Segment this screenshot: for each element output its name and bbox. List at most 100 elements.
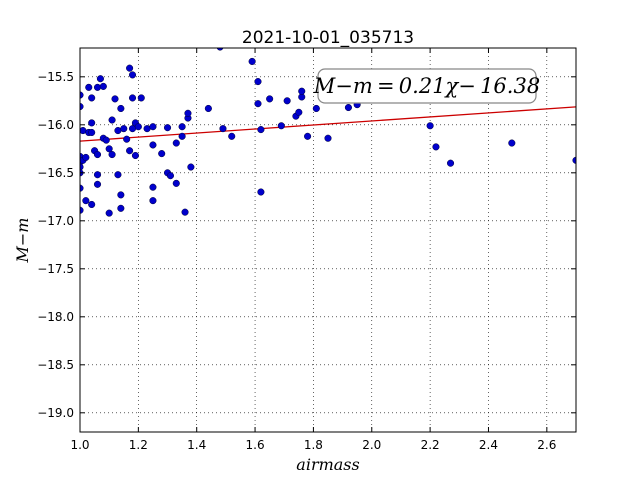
plot-area bbox=[80, 48, 576, 432]
data-point bbox=[80, 206, 84, 214]
data-point bbox=[80, 103, 84, 111]
y-tick-label: −15.5 bbox=[37, 70, 74, 84]
data-point bbox=[80, 163, 84, 171]
data-point bbox=[149, 197, 157, 205]
data-point bbox=[88, 119, 96, 127]
data-point bbox=[120, 125, 128, 133]
data-point bbox=[131, 151, 139, 160]
data-point bbox=[117, 104, 125, 113]
fit-equation-box: M−m = 0.21χ− 16.38 bbox=[313, 68, 540, 104]
y-tick-label: −18.0 bbox=[37, 310, 74, 324]
data-point bbox=[163, 124, 172, 132]
data-point bbox=[117, 191, 125, 199]
x-tick-label: 2.0 bbox=[362, 438, 381, 452]
x-tick-label: 1.8 bbox=[304, 438, 323, 452]
fit-line bbox=[79, 106, 577, 142]
data-point bbox=[283, 97, 291, 105]
data-point bbox=[88, 200, 96, 209]
chart-title: 2021-10-01_035713 bbox=[242, 28, 414, 48]
x-tick-label: 1.0 bbox=[70, 438, 89, 452]
y-tick-label: −18.5 bbox=[37, 358, 74, 372]
data-point bbox=[166, 172, 174, 180]
x-tick-label: 2.4 bbox=[479, 438, 498, 452]
data-point bbox=[344, 103, 352, 112]
data-point bbox=[446, 159, 455, 167]
data-point bbox=[178, 123, 186, 131]
data-point bbox=[137, 94, 145, 102]
data-point bbox=[184, 109, 192, 117]
data-point bbox=[108, 151, 116, 159]
x-axis-label: airmass bbox=[296, 455, 359, 474]
data-point bbox=[181, 208, 189, 216]
data-point bbox=[219, 125, 227, 133]
data-point bbox=[80, 184, 84, 192]
data-point bbox=[149, 123, 157, 131]
data-point bbox=[172, 139, 180, 147]
data-point bbox=[149, 141, 157, 149]
data-point bbox=[266, 95, 274, 103]
data-point bbox=[128, 71, 137, 79]
data-point bbox=[228, 132, 236, 140]
grid-lines bbox=[79, 48, 576, 432]
data-point bbox=[298, 87, 306, 95]
data-point bbox=[426, 122, 434, 130]
data-point bbox=[324, 134, 332, 142]
data-point bbox=[99, 82, 107, 90]
data-point bbox=[178, 132, 186, 140]
data-point bbox=[254, 100, 262, 108]
data-point bbox=[93, 151, 102, 159]
fit-equation-text: M−m = 0.21χ− 16.38 bbox=[313, 74, 540, 98]
data-point bbox=[82, 197, 90, 205]
data-point bbox=[312, 104, 320, 113]
data-point bbox=[158, 150, 166, 158]
data-point bbox=[432, 143, 440, 151]
data-point bbox=[172, 179, 180, 187]
data-point bbox=[117, 204, 125, 212]
x-tick-label: 2.6 bbox=[537, 438, 556, 452]
y-tick-label: −17.0 bbox=[37, 214, 74, 228]
y-axis-label: M−m bbox=[13, 218, 32, 264]
data-point bbox=[88, 94, 96, 102]
equation-box-frame bbox=[317, 68, 537, 104]
data-point bbox=[82, 153, 90, 161]
data-point bbox=[93, 180, 102, 188]
data-point bbox=[248, 57, 256, 65]
data-point bbox=[93, 83, 102, 91]
x-tick-label: 1.2 bbox=[129, 438, 148, 452]
y-tick-label: −16.0 bbox=[37, 118, 74, 132]
data-point bbox=[88, 128, 96, 137]
data-points bbox=[80, 48, 576, 217]
y-tick-label: −16.5 bbox=[37, 166, 74, 180]
y-tick-label: −17.5 bbox=[37, 262, 74, 276]
data-point bbox=[93, 171, 102, 179]
data-point bbox=[102, 136, 110, 144]
data-point bbox=[108, 116, 116, 124]
x-tick-label: 2.2 bbox=[421, 438, 440, 452]
data-point bbox=[572, 156, 576, 164]
x-tick-labels: 1.0 1.2 1.4 1.6 1.8 2.0 2.2 2.4 2.6 bbox=[70, 438, 556, 452]
x-tick-label: 1.6 bbox=[246, 438, 265, 452]
data-point bbox=[134, 123, 142, 131]
data-point bbox=[257, 126, 265, 134]
data-point bbox=[216, 48, 224, 51]
data-point bbox=[114, 171, 122, 179]
y-tick-label: −19.0 bbox=[37, 406, 74, 420]
data-point bbox=[105, 145, 113, 153]
y-tick-labels: −15.5 −16.0 −16.5 −17.0 −17.5 −18.0 −18.5 −19.0 bbox=[37, 70, 74, 420]
data-point bbox=[105, 209, 113, 217]
axis-ticks bbox=[79, 48, 576, 432]
data-point bbox=[187, 163, 195, 171]
data-point bbox=[80, 91, 84, 99]
data-point bbox=[126, 147, 134, 155]
data-point bbox=[85, 83, 93, 91]
data-point bbox=[254, 78, 262, 86]
data-point bbox=[277, 122, 285, 130]
data-point bbox=[304, 132, 312, 140]
data-point bbox=[295, 108, 303, 116]
data-point bbox=[508, 139, 516, 147]
x-tick-label: 1.4 bbox=[187, 438, 206, 452]
data-point bbox=[128, 94, 137, 102]
data-point bbox=[204, 104, 212, 113]
plot-frame bbox=[79, 47, 577, 433]
